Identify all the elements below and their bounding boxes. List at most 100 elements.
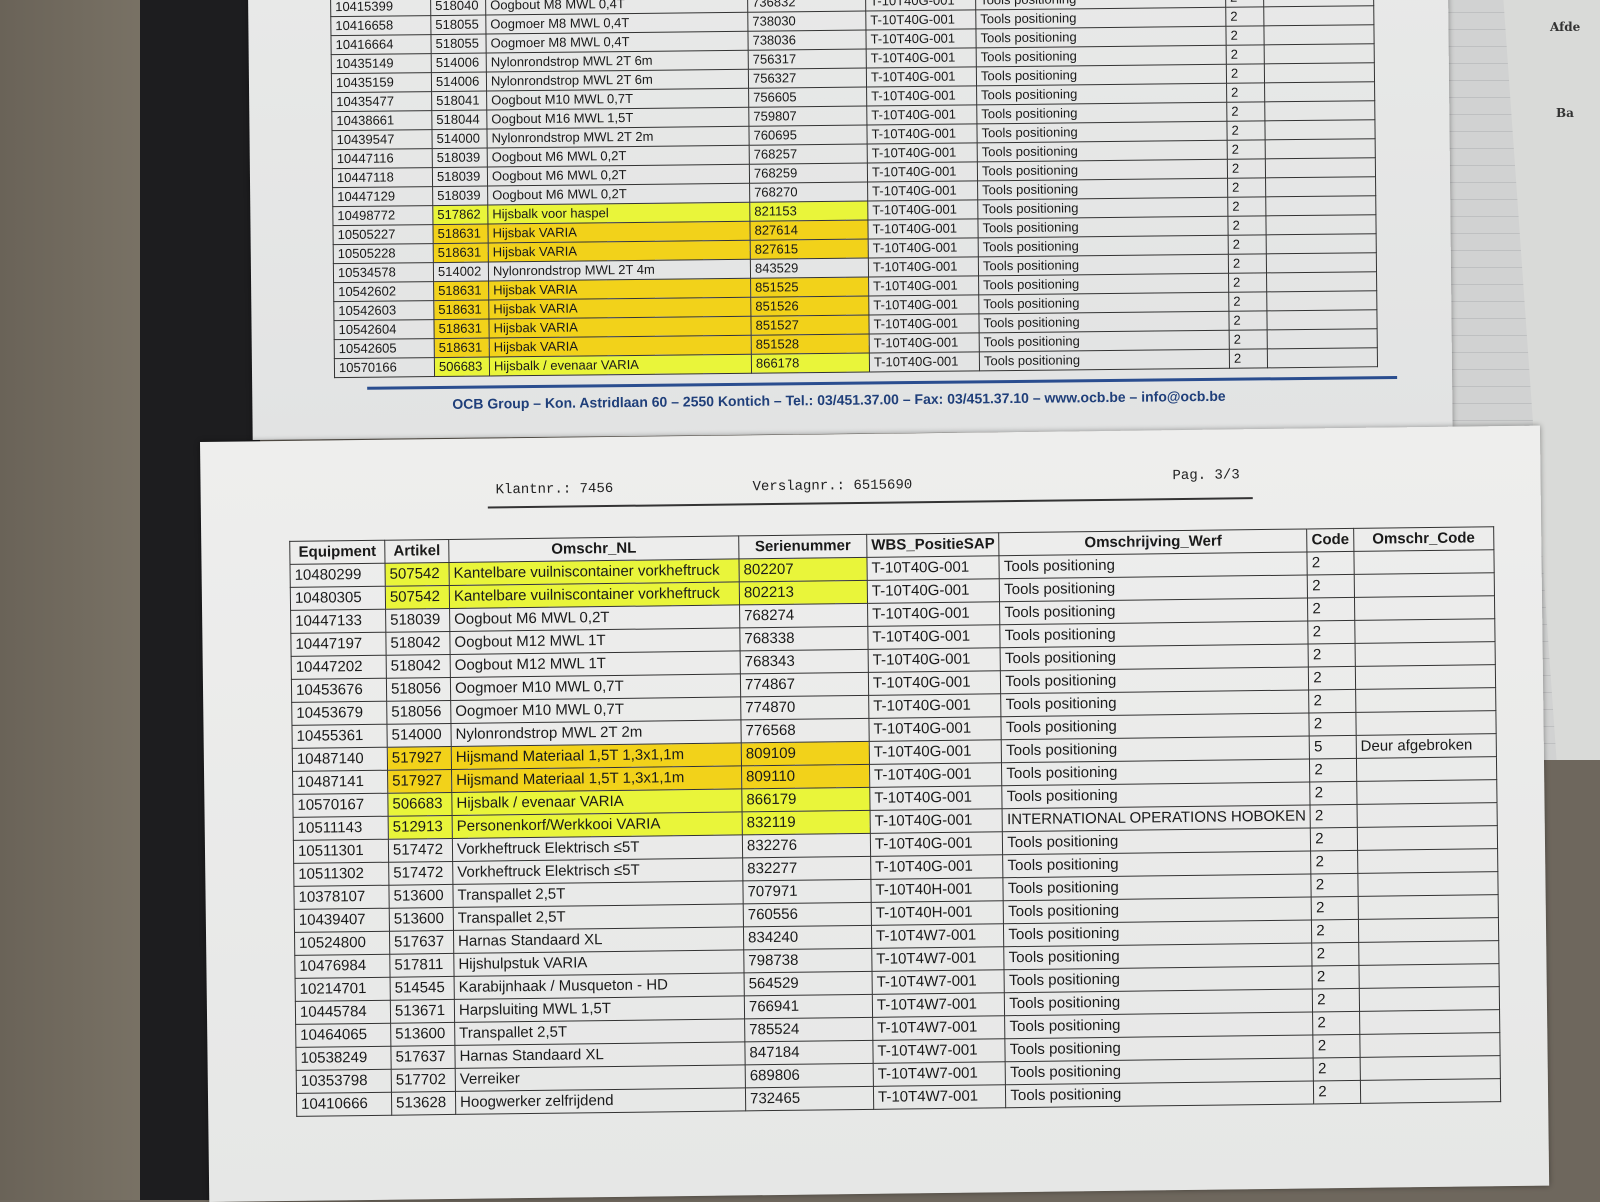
cell-code: 2	[1229, 329, 1268, 350]
cell-artikel: 513628	[391, 1091, 456, 1116]
cell-serie: 798738	[743, 948, 873, 973]
cell-omschr-code	[1357, 894, 1499, 920]
cell-artikel: 507542	[385, 585, 450, 610]
cell-artikel: 518056	[386, 700, 451, 725]
cell-omschr: Hoogwerker zelfrijdend	[455, 1087, 746, 1115]
cell-wbs: T-10T40G-001	[868, 716, 1002, 742]
cell-code: 2	[1226, 120, 1266, 141]
cell-equipment: 10416664	[330, 34, 432, 55]
cell-code: 2	[1312, 988, 1360, 1012]
top-page: 10415399 518040 Oogbout M8 MWL 0,4T 736832 T…	[248, 0, 1453, 440]
cell-serie: 847184	[744, 1040, 874, 1065]
cell-omschr-code	[1265, 176, 1376, 197]
cell-wbs: T-10T40G-001	[868, 647, 1001, 673]
cell-serie: 768257	[749, 144, 868, 165]
cell-equipment: 10453679	[291, 701, 387, 726]
cell-wbs: T-10T40G-001	[868, 237, 979, 259]
cell-omschr-code	[1264, 43, 1375, 64]
cell-serie: 732465	[745, 1086, 874, 1111]
cell-code: 2	[1225, 25, 1265, 46]
cell-werf: Tools positioning	[976, 102, 1227, 124]
cell-equipment: 10480305	[290, 586, 386, 611]
cell-artikel: 517637	[390, 1045, 456, 1070]
cell-omschr-code	[1357, 825, 1498, 851]
cell-artikel: 517702	[391, 1068, 456, 1093]
cell-werf: Tools positioning	[978, 235, 1229, 257]
cell-serie: 827615	[750, 239, 869, 260]
cell-equipment: 10435159	[331, 72, 432, 93]
cell-wbs: T-10T40G-001	[869, 762, 1003, 788]
cell-equipment: 10447197	[290, 632, 387, 657]
cell-serie: 738036	[747, 30, 867, 51]
cell-code: 2	[1312, 942, 1359, 966]
cell-werf: Tools positioning	[977, 197, 1228, 219]
equipment-table-bottom: Equipment Artikel Omschr_NL Serienummer WBS_…	[289, 526, 1501, 1117]
cell-artikel: 518056	[386, 677, 451, 702]
cell-werf: Tools positioning	[976, 64, 1227, 86]
cell-omschr-code	[1264, 81, 1375, 102]
cell-equipment: 10487140	[292, 747, 388, 772]
cell-code: 2	[1225, 6, 1264, 27]
cell-wbs: T-10T40G-001	[866, 123, 978, 145]
cell-omschr-code	[1360, 1078, 1501, 1104]
cell-code: 2	[1227, 139, 1266, 160]
cell-code: 2	[1309, 712, 1356, 736]
cell-omschr-code	[1354, 618, 1495, 644]
cell-code: 2	[1227, 177, 1266, 198]
cell-serie: 756605	[748, 87, 867, 108]
cell-equipment: 10480299	[290, 563, 386, 588]
cell-omschr-code	[1355, 664, 1496, 690]
cell-equipment: 10534578	[333, 262, 434, 283]
cell-artikel: 518041	[431, 91, 487, 111]
cell-omschr-code	[1267, 347, 1378, 368]
cell-wbs: T-10T40G-001	[865, 9, 976, 31]
cell-code: 2	[1311, 919, 1359, 943]
cell-artikel: 506683	[387, 792, 453, 817]
cell-artikel: 518040	[430, 0, 486, 16]
cell-code: 2	[1307, 597, 1355, 621]
cell-wbs: T-10T4W7-001	[873, 1084, 1007, 1110]
cell-wbs: T-10T40G-001	[870, 831, 1003, 857]
cell-artikel: 518631	[433, 280, 489, 301]
cell-serie: 851526	[750, 296, 869, 317]
cell-omschr-code	[1265, 138, 1376, 159]
cell-werf: Tools positioning	[977, 159, 1228, 181]
cell-artikel: 518039	[385, 608, 450, 633]
cell-omschr-code	[1264, 119, 1376, 140]
cell-artikel: 517811	[389, 953, 455, 978]
cell-omschr-code	[1357, 848, 1498, 874]
cell-werf: Tools positioning	[978, 254, 1229, 276]
cell-serie: 851528	[751, 334, 870, 355]
header-divider	[487, 497, 1253, 509]
cell-wbs: T-10T40G-001	[867, 161, 978, 183]
cell-equipment: 10511143	[293, 816, 389, 841]
bottom-page: Klantnr.: 7456 Verslagnr.: 6515690 Pag. …	[200, 425, 1550, 1202]
cell-code: 2	[1229, 348, 1268, 369]
cell-code: 2	[1308, 689, 1356, 713]
cell-code: 2	[1313, 1034, 1360, 1058]
cell-omschr-code	[1265, 157, 1376, 178]
cell-artikel: 518055	[430, 34, 487, 54]
cell-code: 2	[1228, 291, 1267, 312]
cell-code: 2	[1313, 1080, 1361, 1104]
cell-equipment: 10538249	[295, 1046, 392, 1071]
cell-omschr-code	[1359, 1009, 1500, 1035]
cell-code: 2	[1228, 272, 1267, 293]
cell-serie: 866179	[741, 787, 871, 812]
background-text-fragment: Ba	[1556, 106, 1574, 120]
cell-omschr-code	[1355, 710, 1496, 736]
cell-werf: Tools positioning	[1005, 1080, 1314, 1108]
cell-omschr-code	[1353, 549, 1495, 575]
cell-serie: 832119	[742, 810, 871, 835]
cell-werf: Tools positioning	[977, 216, 1229, 238]
cell-artikel: 512913	[388, 815, 453, 840]
cell-wbs: T-10T40G-001	[870, 854, 1004, 880]
cell-equipment: 10542604	[333, 319, 435, 340]
cell-serie: 756317	[748, 49, 867, 70]
cell-artikel: 517472	[388, 838, 453, 863]
cell-omschr-code	[1263, 5, 1374, 26]
column-header: Equipment	[289, 540, 385, 565]
cell-omschr-code	[1264, 100, 1375, 121]
cell-equipment: 10353798	[296, 1069, 392, 1094]
cell-wbs: T-10T40G-001	[867, 624, 1001, 650]
